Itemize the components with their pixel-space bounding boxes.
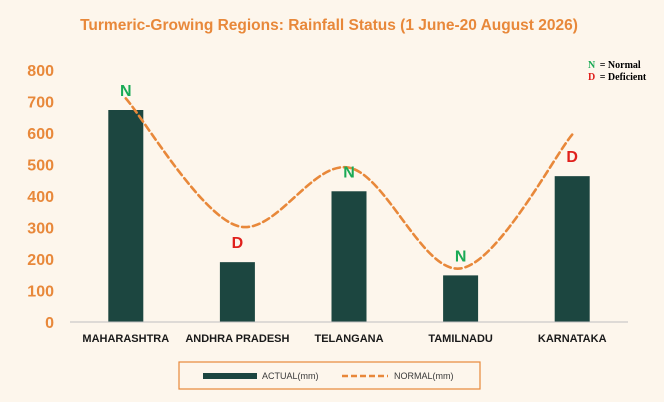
- bar-actual: [108, 110, 144, 322]
- y-tick-label: 400: [27, 189, 54, 206]
- bar-actual: [331, 191, 367, 322]
- bar-actual: [443, 275, 479, 322]
- x-axis: MAHARASHTRA ANDHRA PRADESH TELANGANA TAMILN…: [82, 333, 606, 345]
- y-tick-label: 200: [27, 252, 54, 269]
- deficient-key: D = Deficient: [588, 72, 647, 83]
- legend-actual-swatch: [203, 373, 257, 379]
- y-tick-label: 0: [45, 315, 54, 332]
- status-label: N: [455, 248, 467, 265]
- legend: ACTUAL(mm) NORMAL(mm): [178, 361, 481, 390]
- bars: [108, 110, 590, 322]
- legend-box: [178, 361, 481, 390]
- chart-title: Turmeric-Growing Regions: Rainfall Statu…: [80, 17, 578, 34]
- normal-key-text: = Normal: [600, 60, 641, 71]
- status-label: D: [232, 235, 244, 252]
- status-key: N = Normal D = Deficient: [588, 60, 647, 83]
- y-tick-label: 300: [27, 221, 54, 238]
- x-tick-label: TAMILNADU: [428, 333, 493, 345]
- x-tick-label: ANDHRA PRADESH: [185, 333, 289, 345]
- status-labels: N D N N D: [120, 83, 578, 265]
- y-tick-label: 700: [27, 95, 54, 112]
- status-label: D: [566, 149, 578, 166]
- deficient-key-text: = Deficient: [600, 72, 647, 83]
- bar-actual: [219, 262, 255, 322]
- normal-key-code: N: [588, 60, 596, 71]
- y-tick-label: 100: [27, 284, 54, 301]
- x-tick-label: KARNATAKA: [538, 333, 607, 345]
- y-tick-label: 600: [27, 126, 54, 143]
- x-tick-label: TELANGANA: [314, 333, 383, 345]
- legend-actual-label: ACTUAL(mm): [262, 371, 319, 381]
- bar-actual: [554, 176, 590, 322]
- x-tick-label: MAHARASHTRA: [82, 333, 169, 345]
- y-tick-label: 800: [27, 63, 54, 80]
- status-label: N: [343, 164, 355, 181]
- normal-series-line: [124, 97, 574, 270]
- y-tick-label: 500: [27, 158, 54, 175]
- y-axis: 0 100 200 300 400 500 600 700 800: [27, 63, 54, 332]
- normal-key: N = Normal: [588, 60, 641, 71]
- deficient-key-code: D: [588, 72, 595, 83]
- status-label: N: [120, 83, 132, 100]
- legend-normal-label: NORMAL(mm): [394, 371, 454, 381]
